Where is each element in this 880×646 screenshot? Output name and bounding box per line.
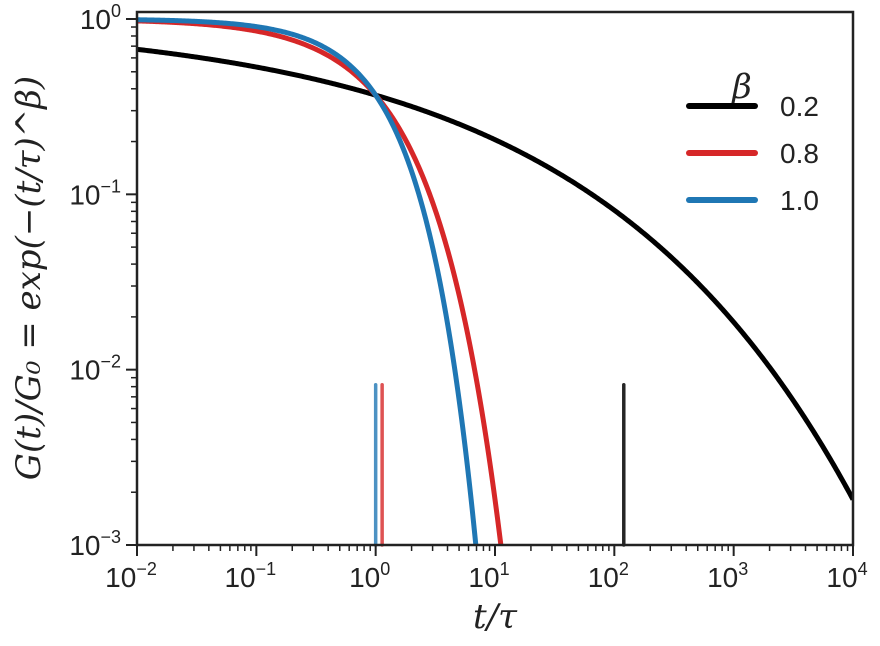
- data-series-group: [137, 17, 853, 545]
- y-axis-tick-labels: 100 10−1 10−2 10−3: [69, 1, 121, 561]
- legend-label: 0.2: [780, 91, 819, 122]
- x-tick-label: 101: [468, 559, 509, 593]
- series-line-beta-1.0: [137, 17, 479, 545]
- series-line-beta-0.8: [137, 18, 504, 545]
- x-tick-label: 100: [349, 559, 390, 593]
- y-axis-label: G(t)/G₀ = exp(−(t/τ)^β): [9, 76, 49, 480]
- y-tick-label: 100: [80, 1, 121, 35]
- x-tick-label: 102: [588, 559, 629, 593]
- legend-title: β: [730, 67, 752, 107]
- legend-label: 0.8: [780, 138, 819, 169]
- x-tick-label: 103: [707, 559, 748, 593]
- series-line-beta-0.2: [137, 46, 853, 501]
- legend: β 0.2 0.8 1.0: [686, 67, 819, 216]
- x-axis-label: t/τ: [473, 597, 518, 637]
- y-tick-label: 10−1: [69, 176, 121, 210]
- y-axis-ticks: [126, 18, 137, 546]
- legend-item: 0.2: [686, 91, 819, 122]
- y-tick-label: 10−2: [69, 352, 121, 386]
- y-tick-label: 10−3: [69, 527, 121, 561]
- x-axis-tick-labels: 10−2 10−1 100 101 102 103 104: [105, 559, 867, 593]
- x-axis-ticks: [136, 545, 854, 556]
- legend-label: 1.0: [780, 185, 819, 216]
- x-tick-label: 10−1: [224, 559, 276, 593]
- relaxation-time-markers: [373, 383, 626, 547]
- legend-item: 0.8: [686, 138, 819, 169]
- legend-item: 1.0: [686, 185, 819, 216]
- x-tick-label: 104: [826, 559, 867, 593]
- x-tick-label: 10−2: [105, 559, 157, 593]
